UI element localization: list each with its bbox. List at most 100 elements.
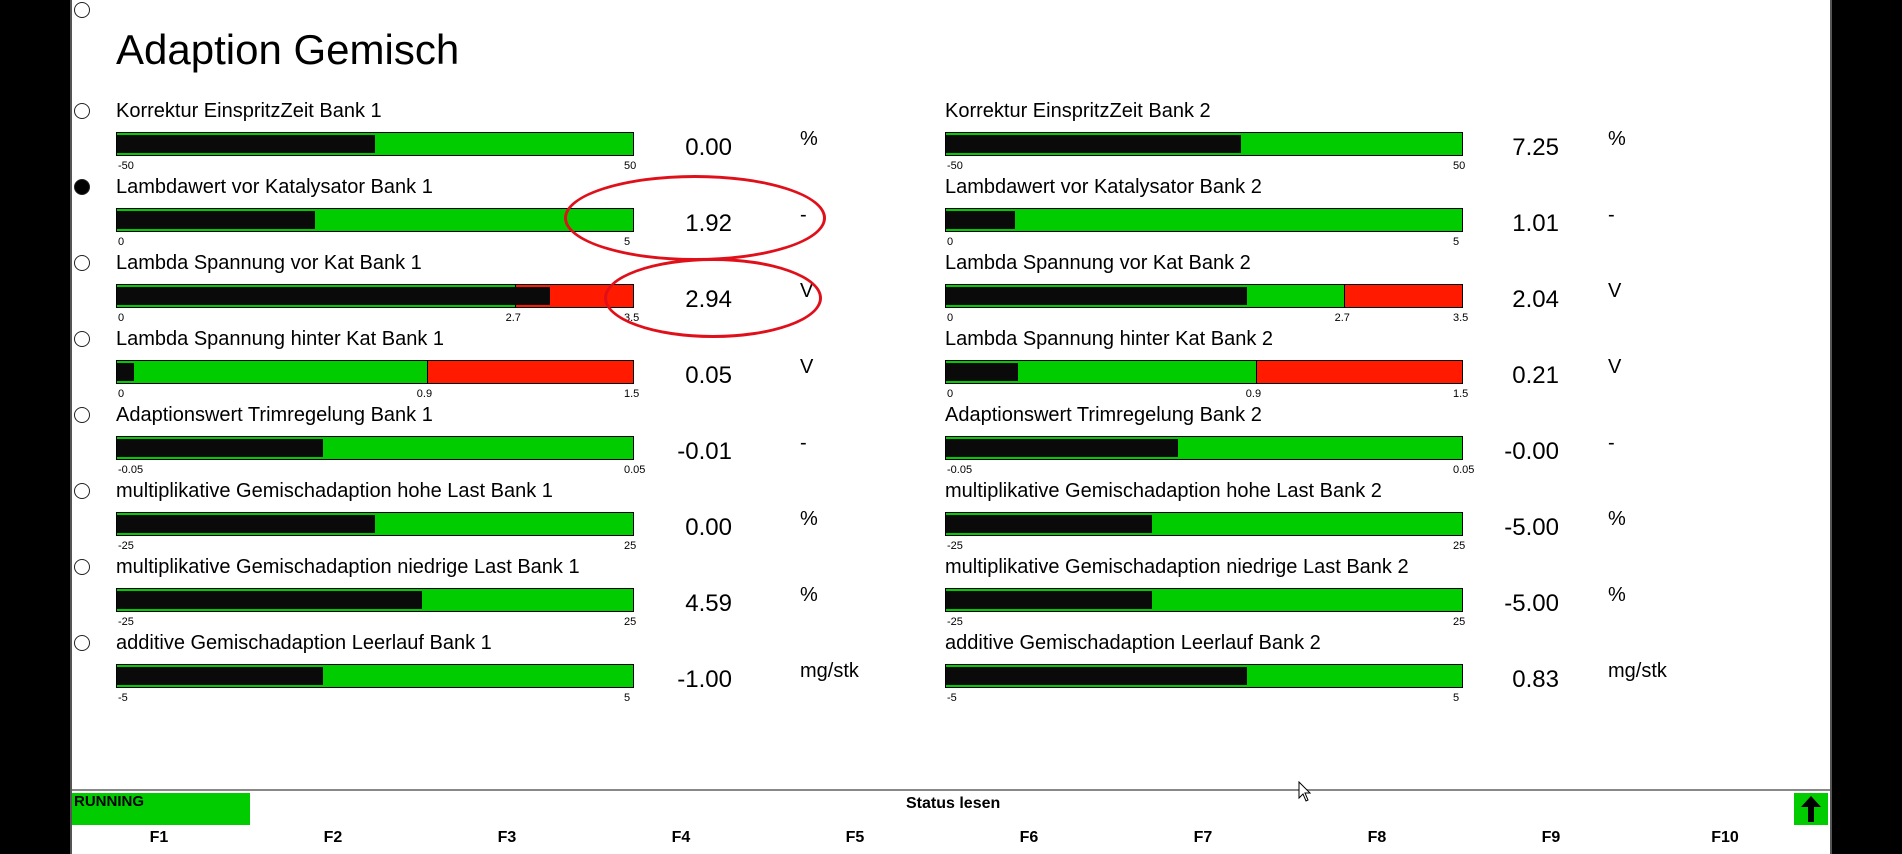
gauge-bar <box>945 208 1463 232</box>
function-key-f6[interactable]: F6 <box>1019 829 1039 846</box>
gauge-label: multiplikative Gemischadaption hohe Last… <box>945 480 1382 502</box>
gauge-tick-label: -5 <box>947 692 957 704</box>
gauge-bar <box>116 132 634 156</box>
gauge-bar <box>945 512 1463 536</box>
gauge-value: -1.00 <box>677 666 732 693</box>
gauge-fill <box>946 287 1247 305</box>
gauge-row-radio[interactable] <box>74 483 90 499</box>
gauge-tick-label: 0 <box>947 388 954 400</box>
gauge-unit: - <box>1608 432 1615 454</box>
gauge-tick-label: 1.5 <box>1453 388 1469 400</box>
gauge-label: Adaptionswert Trimregelung Bank 1 <box>116 404 433 426</box>
gauge-bar <box>116 208 634 232</box>
up-arrow-icon <box>1801 796 1821 822</box>
gauge-row-radio[interactable] <box>74 331 90 347</box>
gauge-tick-label: 0 <box>118 388 125 400</box>
function-key-f5[interactable]: F5 <box>845 829 865 846</box>
gauge-bar <box>945 284 1463 308</box>
gauge-tick-label: 5 <box>1453 236 1460 248</box>
status-title: Status lesen <box>906 795 1001 812</box>
main-window: Adaption Gemisch Korrektur EinspritzZeit… <box>70 0 1832 854</box>
gauge-value: 7.25 <box>1512 134 1559 161</box>
gauge-fill <box>117 135 375 153</box>
gauge-tick-label: -0.05 <box>118 464 144 476</box>
gauge-tick-label: 0.05 <box>1453 464 1475 476</box>
function-key-bar: F1 F2 F3 F4 F5 F6 F7 F8 F9 F10 <box>72 825 1830 854</box>
function-key-f7[interactable]: F7 <box>1193 829 1213 846</box>
gauge-tick-label: -25 <box>118 616 134 628</box>
gauge-fill <box>117 363 135 381</box>
gauge-tick-label: 0 <box>118 312 125 324</box>
gauge-zone-red <box>1255 361 1462 383</box>
gauge-tick-label: -0.05 <box>947 464 973 476</box>
gauge-label: additive Gemischadaption Leerlauf Bank 1 <box>116 632 492 654</box>
gauge-bar <box>945 360 1463 384</box>
gauge-tick-label: 0.05 <box>624 464 646 476</box>
gauge-row-radio[interactable] <box>74 407 90 423</box>
gauge-row-radio[interactable] <box>74 103 90 119</box>
gauge-value: 1.01 <box>1512 210 1559 237</box>
gauge-bar <box>945 436 1463 460</box>
gauge-tick-label: -25 <box>947 540 963 552</box>
gauge-value: 1.92 <box>685 210 732 237</box>
function-key-f8[interactable]: F8 <box>1367 829 1387 846</box>
gauge-label: Lambda Spannung hinter Kat Bank 1 <box>116 328 445 350</box>
gauge-tick-label: -5 <box>118 692 128 704</box>
gauge-value: 2.04 <box>1512 286 1559 313</box>
gauge-unit: % <box>800 508 818 530</box>
gauge-row-radio[interactable] <box>74 179 90 195</box>
function-key-f9[interactable]: F9 <box>1541 829 1561 846</box>
gauge-unit: - <box>800 204 807 226</box>
gauge-value: 0.00 <box>685 514 732 541</box>
gauge-tick-label: 50 <box>1453 160 1466 172</box>
gauge-tick-label: 25 <box>1453 616 1466 628</box>
mouse-cursor-icon <box>1298 781 1312 802</box>
gauge-fill <box>946 439 1179 457</box>
gauge-bar <box>116 284 634 308</box>
gauge-tick-label: -25 <box>947 616 963 628</box>
gauge-row-radio[interactable] <box>74 255 90 271</box>
function-key-f1[interactable]: F1 <box>149 829 169 846</box>
gauge-unit: V <box>800 280 814 302</box>
gauge-label: additive Gemischadaption Leerlauf Bank 2 <box>945 632 1321 654</box>
gauge-row-radio[interactable] <box>74 635 90 651</box>
gauge-bar <box>116 664 634 688</box>
gauge-fill <box>117 287 551 305</box>
radio-top[interactable] <box>74 2 90 18</box>
page-title: Adaption Gemisch <box>116 26 460 73</box>
function-key-f4[interactable]: F4 <box>671 829 691 846</box>
gauge-tick-label: -25 <box>118 540 134 552</box>
gauge-fill <box>946 591 1153 609</box>
gauge-label: Adaptionswert Trimregelung Bank 2 <box>945 404 1262 426</box>
gauge-tick-label: 2.7 <box>1334 312 1350 324</box>
gauge-label: multiplikative Gemischadaption niedrige … <box>116 556 580 578</box>
gauge-label: Korrektur EinspritzZeit Bank 2 <box>945 100 1211 122</box>
gauge-row-radio[interactable] <box>74 559 90 575</box>
function-key-f10[interactable]: F10 <box>1711 829 1739 846</box>
gauge-bar <box>116 436 634 460</box>
gauge-value: -0.00 <box>1504 438 1559 465</box>
gauge-label: Lambda Spannung vor Kat Bank 2 <box>945 252 1251 274</box>
gauge-unit: mg/stk <box>800 660 859 682</box>
function-key-f3[interactable]: F3 <box>497 829 517 846</box>
gauge-value: -0.01 <box>677 438 732 465</box>
gauge-tick-label: 5 <box>1453 692 1460 704</box>
function-key-f2[interactable]: F2 <box>323 829 343 846</box>
gauge-unit: % <box>1608 128 1626 150</box>
gauge-tick-label: 0 <box>947 312 954 324</box>
gauge-bar <box>116 588 634 612</box>
gauge-unit: V <box>1608 356 1622 378</box>
running-status-badge: RUNNING <box>72 793 250 825</box>
up-arrow-button[interactable] <box>1794 793 1828 825</box>
gauge-value: -5.00 <box>1504 590 1559 617</box>
gauge-unit: mg/stk <box>1608 660 1667 682</box>
gauge-value: 0.83 <box>1512 666 1559 693</box>
gauge-fill <box>946 667 1247 685</box>
gauge-label: Korrektur EinspritzZeit Bank 1 <box>116 100 382 122</box>
gauge-tick-label: 5 <box>624 692 631 704</box>
gauge-tick-label: 3.5 <box>624 312 640 324</box>
gauge-fill <box>946 515 1153 533</box>
gauge-tick-label: 1.5 <box>624 388 640 400</box>
gauge-unit: % <box>800 128 818 150</box>
gauge-zone-red <box>426 361 633 383</box>
